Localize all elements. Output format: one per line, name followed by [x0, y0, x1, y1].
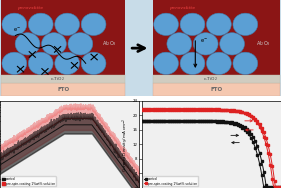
Circle shape — [167, 33, 192, 55]
FancyBboxPatch shape — [153, 0, 280, 75]
Y-axis label: Current Density/mA cm$^{-2}$: Current Density/mA cm$^{-2}$ — [121, 117, 131, 172]
Circle shape — [154, 13, 178, 36]
Circle shape — [42, 33, 66, 55]
Circle shape — [68, 33, 93, 55]
Circle shape — [180, 13, 205, 36]
Circle shape — [15, 33, 40, 55]
Text: c-TiO$_2$: c-TiO$_2$ — [49, 75, 65, 83]
Text: e$^-$: e$^-$ — [13, 26, 22, 34]
Circle shape — [81, 13, 106, 36]
Circle shape — [233, 13, 258, 36]
FancyBboxPatch shape — [153, 83, 280, 96]
Text: Al$_2$O$_3$: Al$_2$O$_3$ — [256, 39, 271, 48]
Text: perovskite: perovskite — [169, 6, 195, 10]
Circle shape — [81, 52, 106, 74]
Circle shape — [2, 13, 27, 36]
FancyBboxPatch shape — [1, 0, 125, 75]
FancyBboxPatch shape — [1, 75, 125, 83]
Circle shape — [28, 13, 53, 36]
Text: perovskite: perovskite — [17, 6, 43, 10]
Text: Al$_2$O$_3$: Al$_2$O$_3$ — [102, 39, 117, 48]
Circle shape — [207, 13, 231, 36]
Circle shape — [2, 52, 27, 74]
Text: FTO: FTO — [210, 87, 223, 92]
Circle shape — [154, 52, 178, 74]
Circle shape — [220, 33, 244, 55]
Text: c-TiO$_2$: c-TiO$_2$ — [203, 75, 217, 83]
Circle shape — [233, 52, 258, 74]
Circle shape — [180, 52, 205, 74]
Circle shape — [207, 52, 231, 74]
FancyBboxPatch shape — [1, 83, 125, 96]
Legend: control, pre-spin-coating 1%wt% solution: control, pre-spin-coating 1%wt% solution — [143, 176, 198, 186]
FancyBboxPatch shape — [0, 0, 281, 96]
Circle shape — [28, 52, 53, 74]
Circle shape — [55, 52, 80, 74]
FancyBboxPatch shape — [153, 75, 280, 83]
Legend: control, pre-spin-coating 1%wt% solution: control, pre-spin-coating 1%wt% solution — [1, 176, 56, 186]
Text: FTO: FTO — [57, 87, 69, 92]
Circle shape — [193, 33, 218, 55]
Circle shape — [55, 13, 80, 36]
Text: e$^-$: e$^-$ — [200, 37, 208, 45]
